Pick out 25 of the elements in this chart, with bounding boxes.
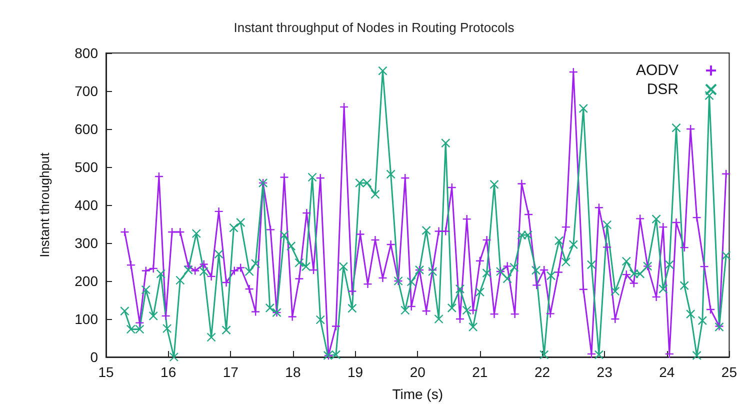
x-tick-label: 24 <box>659 364 675 380</box>
x-tick-label: 16 <box>160 364 176 380</box>
x-tick-label: 17 <box>222 364 239 380</box>
legend-label: DSR <box>646 81 679 98</box>
x-axis-title: Time (s) <box>392 386 444 402</box>
x-tick-label: 21 <box>472 364 488 380</box>
y-axis-title: Instant throughput <box>37 152 52 258</box>
y-tick-label: 300 <box>74 235 98 251</box>
y-tick-label: 400 <box>74 197 98 213</box>
y-tick-label: 800 <box>74 45 98 61</box>
chart-title: Instant throughput of Nodes in Routing Protocols <box>234 20 515 35</box>
legend-label: AODV <box>636 62 678 79</box>
y-tick-label: 700 <box>74 83 98 99</box>
y-tick-label: 0 <box>90 349 98 365</box>
y-tick-label: 100 <box>74 311 98 327</box>
x-tick-label: 20 <box>410 364 426 380</box>
x-tick-label: 23 <box>596 364 613 380</box>
x-tick-label: 15 <box>98 364 114 380</box>
x-tick-label: 22 <box>534 364 550 380</box>
y-tick-label: 200 <box>74 273 98 289</box>
y-tick-label: 600 <box>74 121 98 137</box>
x-tick-label: 19 <box>347 364 364 380</box>
y-tick-label: 500 <box>74 159 98 175</box>
x-tick-label: 25 <box>721 364 738 380</box>
x-tick-label: 18 <box>285 364 301 380</box>
